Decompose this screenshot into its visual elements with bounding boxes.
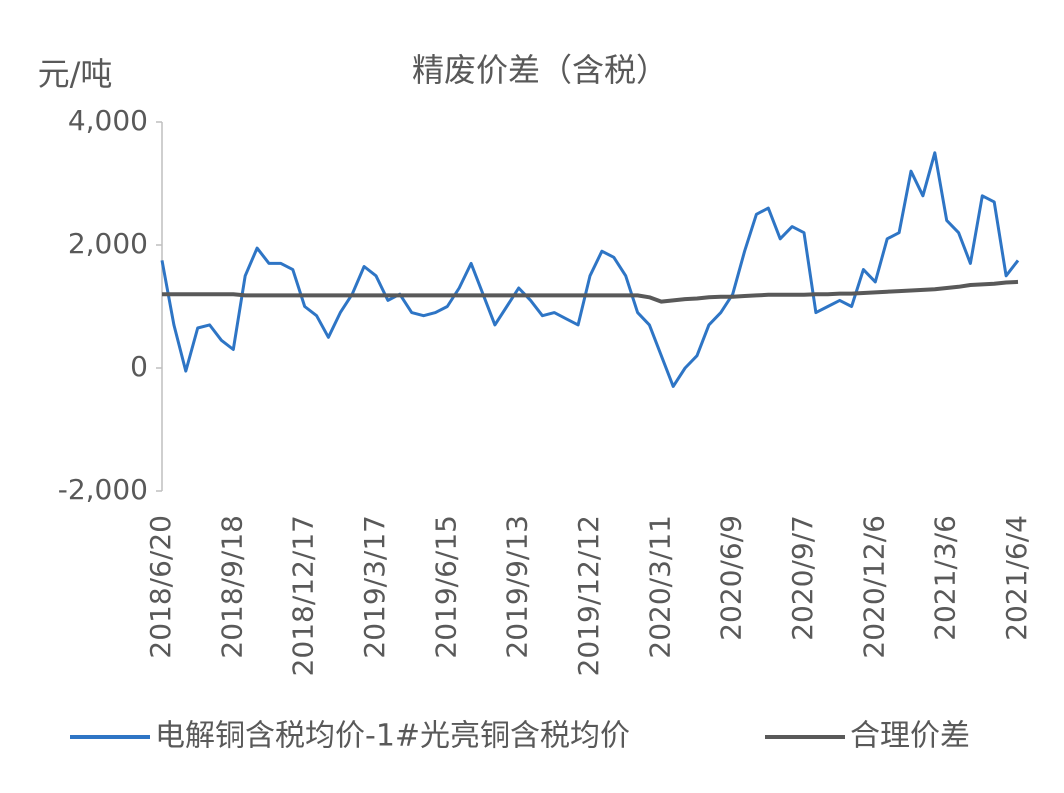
x-tick-label: 2020/6/9	[715, 515, 748, 641]
x-tick-label: 2018/6/20	[144, 515, 177, 659]
x-tick-label: 2018/12/17	[287, 515, 320, 676]
x-tick-label: 2019/3/17	[358, 515, 391, 659]
x-tick-label: 2021/3/6	[929, 515, 962, 641]
x-tick-label: 2019/6/15	[429, 515, 462, 659]
x-tick-label: 2019/12/12	[572, 515, 605, 676]
x-tick-label: 2021/6/4	[1000, 515, 1033, 641]
chart-title: 精废价差（含税）	[412, 51, 668, 89]
y-tick-label: 2,000	[68, 227, 148, 260]
y-tick-label: 4,000	[68, 104, 148, 137]
y-tick-label: -2,000	[58, 473, 148, 506]
series-line	[162, 279, 1019, 304]
x-tick-label: 2020/3/11	[643, 515, 676, 659]
x-tick-label: 2020/12/6	[857, 515, 890, 659]
y-tick-label: 0	[130, 350, 148, 383]
x-tick-label: 2018/9/18	[215, 515, 248, 659]
legend-label: 电解铜含税均价-1#光亮铜含税均价	[155, 719, 630, 754]
legend-label: 合理价差	[850, 719, 970, 754]
x-tick-label: 2019/9/13	[501, 515, 534, 659]
y-axis-label: 元/吨	[38, 55, 113, 93]
series-line	[160, 151, 1020, 388]
x-tick-label: 2020/9/7	[786, 515, 819, 641]
